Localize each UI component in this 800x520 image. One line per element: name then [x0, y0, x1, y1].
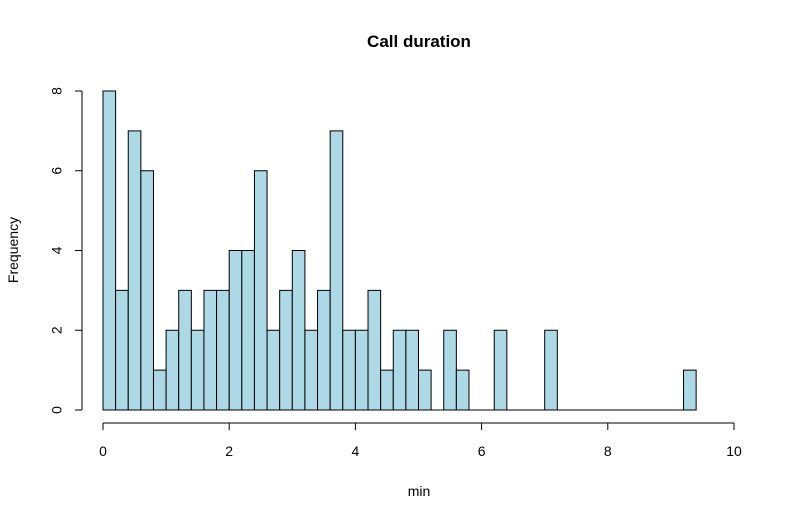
y-tick-label: 6 [49, 167, 65, 175]
histogram-bar [216, 289, 230, 411]
x-axis: 0 2 4 6 8 10 [99, 422, 742, 459]
y-tick-label: 4 [49, 246, 65, 254]
histogram-bar [140, 170, 154, 411]
histogram-bar [266, 329, 281, 411]
histogram-bar [190, 329, 205, 411]
histogram-bar [443, 329, 457, 411]
histogram-bar [367, 289, 382, 411]
histogram-bar [165, 329, 180, 411]
histogram-bar [279, 289, 293, 411]
histogram-bar [203, 289, 218, 411]
histogram-bar [418, 369, 432, 411]
histogram-bar [317, 289, 331, 411]
histogram-bar [380, 369, 394, 411]
y-tick-label: 2 [49, 326, 65, 334]
x-axis-label: min [408, 483, 431, 499]
x-tick-label: 6 [478, 443, 486, 459]
histogram-bar [329, 130, 344, 411]
histogram-bar [241, 250, 255, 411]
y-axis: 0 2 4 6 8 [49, 87, 83, 414]
histogram-bar [455, 369, 470, 411]
histogram-bar [127, 130, 142, 411]
histogram-bar [253, 170, 268, 411]
histogram-bar [405, 329, 420, 411]
bars-group [102, 90, 697, 411]
y-tick-label: 0 [49, 406, 65, 414]
histogram-bar [342, 329, 356, 411]
x-tick-label: 8 [604, 443, 612, 459]
y-axis-label: Frequency [5, 217, 21, 283]
histogram-bar [392, 329, 407, 411]
histogram-bar [683, 369, 697, 411]
histogram-bar [115, 289, 129, 411]
histogram-bar [102, 90, 117, 411]
y-tick-label: 8 [49, 87, 65, 95]
histogram-bar [544, 329, 558, 411]
histogram-bar [354, 329, 369, 411]
histogram-bar [228, 250, 243, 411]
x-tick-label: 0 [99, 443, 107, 459]
histogram-bar [304, 329, 319, 411]
histogram-bar [291, 250, 306, 411]
histogram-bar [178, 289, 192, 411]
x-tick-label: 4 [352, 443, 360, 459]
histogram-bar [493, 329, 508, 411]
x-tick-label: 10 [726, 443, 742, 459]
chart-title: Call duration [367, 32, 471, 51]
histogram-bar [152, 369, 167, 411]
x-tick-label: 2 [225, 443, 233, 459]
